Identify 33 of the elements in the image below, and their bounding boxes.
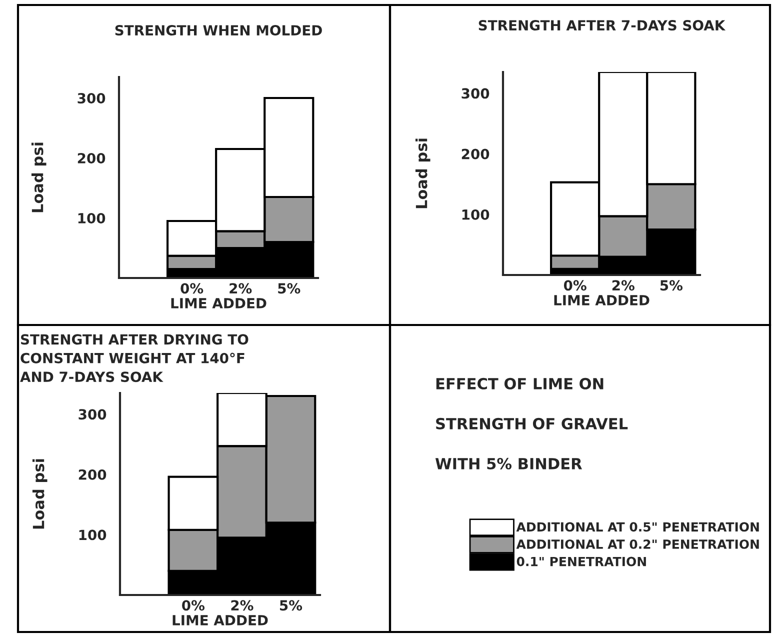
y-axis-title: Load psi (415, 138, 430, 208)
text: STRENGTH OF GRAVEL (436, 418, 628, 430)
chart-title: STRENGTH AFTER 7-DAYS SOAK (478, 20, 726, 31)
chart-title: STRENGTH AFTER DRYING TO CONSTANT WEIGHT AT 140°F AND 7-DAYS SOAK (20, 334, 248, 382)
x-tick-label: 5% (280, 600, 302, 611)
y-tick-label: 200 (78, 469, 106, 480)
x-tick-label: 5% (660, 280, 683, 291)
x-tick-label: 2% (231, 600, 254, 611)
y-axis-title: Load psi (31, 142, 46, 212)
x-axis-title: LIME ADDED (172, 615, 268, 626)
y-tick-label: 100 (462, 209, 490, 220)
y-tick-label: 200 (462, 148, 490, 160)
y-tick-label: 300 (78, 92, 106, 104)
x-tick-label: 2% (612, 280, 634, 291)
chart-title: STRENGTH WHEN MOLDED (115, 25, 322, 36)
x-tick-label: 2% (230, 283, 252, 294)
y-tick-label: 200 (78, 152, 106, 164)
y-tick-label: 100 (78, 212, 106, 224)
text: WITH 5% BINDER (435, 458, 582, 470)
y-tick-label: 300 (462, 88, 490, 99)
x-tick-label: 0% (180, 283, 204, 294)
legend-label: ADDITIONAL AT 0.2" PENETRATION (516, 539, 759, 549)
y-tick-label: 100 (79, 530, 106, 540)
x-tick-label: 5% (278, 283, 300, 294)
x-tick-label: 0% (564, 280, 586, 291)
legend-label: 0.1" PENETRATION (516, 556, 646, 566)
y-tick-label: 300 (78, 409, 106, 420)
legend-label: ADDITIONAL AT 0.5" PENETRATION (516, 522, 759, 532)
x-axis-title: LIME ADDED (171, 298, 266, 308)
y-axis-title: Load psi (32, 459, 48, 529)
x-axis-title: LIME ADDED (554, 295, 650, 306)
text: EFFECT OF LIME ON (436, 378, 604, 390)
x-tick-label: 0% (182, 600, 205, 611)
